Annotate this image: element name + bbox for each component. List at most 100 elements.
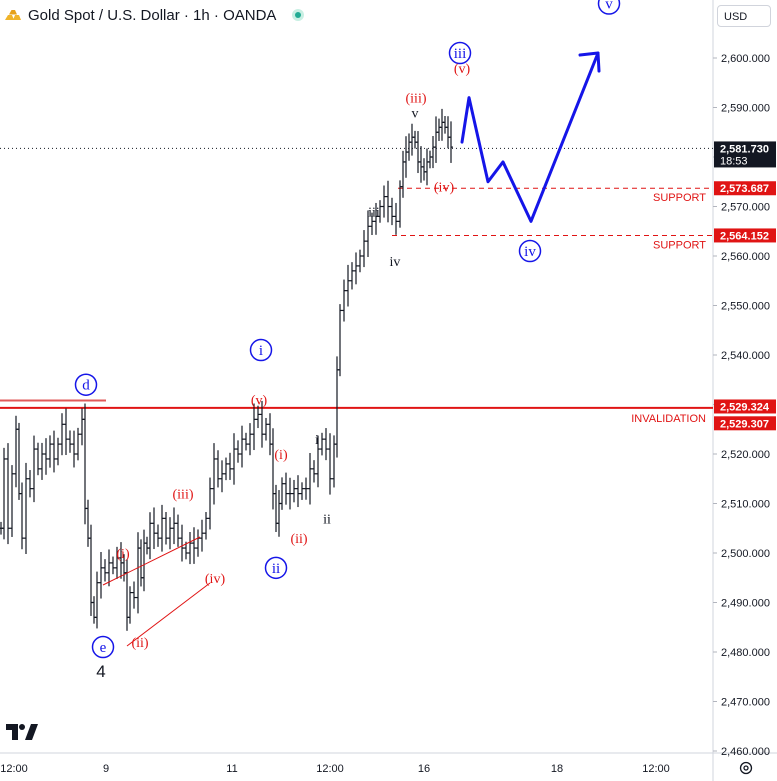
ohlc-bar xyxy=(92,596,96,624)
ohlc-bar xyxy=(2,447,6,540)
wave-label: v xyxy=(605,0,613,13)
x-tick-label: 12:00 xyxy=(316,763,344,775)
countdown-label: 18:53 xyxy=(720,155,748,167)
ohlc-bar xyxy=(271,428,275,510)
ohlc-bar xyxy=(180,524,184,562)
x-tick-label: 11 xyxy=(226,763,237,775)
ohlc-bar xyxy=(425,148,429,186)
ohlc-bar xyxy=(111,556,115,575)
ohlc-bar xyxy=(145,536,149,555)
ohlc-bar xyxy=(401,150,405,198)
ohlc-bar xyxy=(342,279,346,322)
y-tick-label: 2,470.000 xyxy=(721,697,770,709)
ohlc-bar xyxy=(172,507,176,545)
ohlc-bar xyxy=(410,123,414,156)
ohlc-bar xyxy=(260,400,264,448)
wave-label: i xyxy=(315,433,319,448)
ohlc-bar xyxy=(252,403,256,451)
time-axis[interactable]: 12:00 9 11 12:00 16 18 12:00 xyxy=(0,763,670,775)
y-tick-label: 2,510.000 xyxy=(721,499,770,511)
ohlc-bar xyxy=(220,460,224,493)
wave-label: iv xyxy=(524,244,536,260)
projection-path xyxy=(460,51,601,223)
ohlc-bar xyxy=(280,477,284,510)
ohlc-bar xyxy=(288,477,292,510)
y-tick-label: 2,460.000 xyxy=(721,746,770,758)
ohlc-bar xyxy=(248,423,252,456)
y-tick-label: 2,540.000 xyxy=(721,350,770,362)
ohlc-bar xyxy=(354,252,358,285)
invalidation-high-tag-bg xyxy=(714,399,776,414)
wave-label: (iii) xyxy=(406,92,427,107)
currency-selector[interactable]: USD xyxy=(717,5,771,27)
ohlc-bar xyxy=(449,121,453,163)
ohlc-bar xyxy=(32,435,36,503)
ohlc-bar xyxy=(86,499,90,547)
price-axis[interactable]: 2,460.000 2,470.000 2,480.000 2,490.000 2,50… xyxy=(713,53,776,758)
ohlc-bar xyxy=(48,435,52,468)
ohlc-bar xyxy=(413,130,417,149)
wave-label: i xyxy=(259,343,263,359)
ohlc-bar xyxy=(115,546,119,579)
ohlc-bar xyxy=(370,212,374,236)
wave-label: ii xyxy=(323,512,331,527)
settings-gear-icon[interactable] xyxy=(738,760,754,776)
wave-label: e xyxy=(100,640,107,656)
ohlc-bar xyxy=(328,433,332,495)
ohlc-bar xyxy=(304,477,308,500)
ohlc-bar xyxy=(164,512,168,545)
market-open-status-icon xyxy=(292,9,305,21)
support-1-tag: 2,573.687 xyxy=(720,183,769,195)
ohlc-bar xyxy=(440,108,444,141)
ohlc-bar xyxy=(228,452,232,480)
ohlc-bar xyxy=(431,136,435,169)
ohlc-bar xyxy=(64,408,68,455)
ohlc-bar xyxy=(268,413,272,456)
ohlc-bar xyxy=(284,472,288,505)
ohlc-bar xyxy=(40,442,44,480)
ohlc-bar xyxy=(274,484,278,533)
symbol-title[interactable]: Gold Spot / U.S. Dollar · 1h · OANDA xyxy=(28,6,277,24)
y-tick-label: 2,490.000 xyxy=(721,598,770,610)
ohlc-bar xyxy=(107,549,111,587)
ohlc-bar xyxy=(76,427,80,461)
ohlc-bar xyxy=(398,180,402,228)
ohlc-bar xyxy=(236,440,240,463)
wave-label: (ii) xyxy=(131,636,148,651)
ohlc-bar xyxy=(394,202,398,235)
ohlc-bar xyxy=(68,430,72,453)
wedge-lines xyxy=(102,536,211,647)
ohlc-bar xyxy=(196,529,200,557)
ohlc-bar xyxy=(44,438,48,475)
ohlc-bar xyxy=(152,507,156,550)
wave-label: iii xyxy=(368,205,380,220)
ohlc-bar xyxy=(216,450,220,488)
invalidation-low-tag: 2,529.307 xyxy=(720,418,769,430)
ohlc-bar xyxy=(14,415,18,488)
wedge-lower-line xyxy=(126,582,211,647)
invalidation-label: INVALIDATION xyxy=(631,413,706,425)
ohlc-bar xyxy=(103,559,107,582)
ohlc-bar xyxy=(244,432,248,451)
wave-label-circle xyxy=(518,239,542,263)
y-tick-label: 2,590.000 xyxy=(721,103,770,115)
wave-label: (v) xyxy=(454,62,471,77)
ohlc-bar xyxy=(428,150,432,169)
support-1-tag-bg xyxy=(714,181,776,196)
ohlc-bar xyxy=(83,403,87,525)
ohlc-bar xyxy=(132,581,136,609)
ohlc-bar xyxy=(188,532,192,565)
ohlc-bar xyxy=(404,136,408,178)
x-tick-label: 12:00 xyxy=(642,763,670,775)
wave-label: ii xyxy=(272,561,280,577)
ohlc-bar xyxy=(99,552,103,599)
price-bars xyxy=(0,108,453,631)
wave-label-circle xyxy=(74,373,98,396)
wave-label: iii xyxy=(454,46,467,62)
ohlc-bar xyxy=(386,180,390,223)
tradingview-logo-icon[interactable] xyxy=(6,722,38,742)
ohlc-bar xyxy=(160,504,164,552)
ohlc-bar xyxy=(422,158,426,181)
wave-label: (ii) xyxy=(290,532,307,547)
